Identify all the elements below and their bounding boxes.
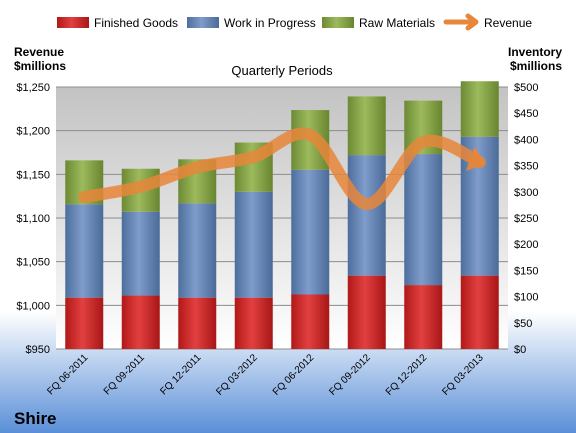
- right-tick-label: $250: [514, 213, 538, 225]
- right-tick-label: $100: [514, 292, 538, 304]
- legend: Finished Goods Work in Progress Raw Mate…: [57, 13, 532, 31]
- legend-item-finished-goods: Finished Goods: [57, 16, 178, 30]
- legend-swatch-work-in-progress: [187, 17, 219, 28]
- right-tick-label: $450: [514, 108, 538, 120]
- bar-work-in-progress: [347, 155, 386, 276]
- left-tick-label: $1,000: [16, 300, 50, 312]
- right-tick-label: $350: [514, 161, 538, 173]
- bar-finished-goods: [460, 275, 499, 349]
- legend-swatch-finished-goods: [57, 17, 89, 28]
- bar-finished-goods: [121, 295, 160, 349]
- right-tick-label: $300: [514, 187, 538, 199]
- left-tick-label: $1,050: [16, 257, 50, 269]
- left-tick-label: $1,250: [16, 82, 50, 94]
- bar-finished-goods: [347, 275, 386, 349]
- legend-label-finished-goods: Finished Goods: [94, 16, 178, 30]
- left-axis-ticks: $950 $1,000 $1,050 $1,100 $1,150 $1,200 $1,250: [16, 82, 50, 356]
- right-tick-label: $50: [514, 318, 532, 330]
- revenue-line: [78, 127, 486, 211]
- legend-item-revenue: Revenue: [443, 13, 532, 31]
- revenue-arrowhead: [465, 146, 486, 172]
- legend-label-revenue: Revenue: [484, 16, 532, 30]
- revenue-line-series: [78, 127, 486, 211]
- bar-raw-materials: [460, 81, 499, 137]
- right-tick-label: $0: [514, 344, 526, 356]
- right-axis-ticks: $0 $50 $100 $150 $200 $250 $300 $350 $400 $450 $50…: [514, 82, 538, 356]
- bar-series: [65, 81, 499, 349]
- left-tick-label: $1,150: [16, 169, 50, 181]
- legend-item-work-in-progress: Work in Progress: [187, 16, 316, 30]
- bar-finished-goods: [65, 297, 104, 349]
- legend-swatch-raw-materials: [322, 17, 354, 28]
- company-name: Shire: [14, 409, 57, 428]
- legend-item-raw-materials: Raw Materials: [322, 16, 435, 30]
- legend-arrow-revenue: [443, 13, 479, 31]
- right-tick-label: $200: [514, 239, 538, 251]
- bar-work-in-progress: [404, 154, 443, 286]
- bar-finished-goods: [234, 297, 273, 349]
- chart-subtitle: Quarterly Periods: [231, 63, 333, 78]
- bar-work-in-progress: [65, 204, 104, 298]
- bar-work-in-progress: [234, 191, 273, 298]
- left-axis-title-line2: $millions: [14, 59, 66, 73]
- right-tick-label: $400: [514, 134, 538, 146]
- right-axis-title-line2: $millions: [510, 59, 562, 73]
- legend-label-work-in-progress: Work in Progress: [224, 16, 316, 30]
- legend-label-raw-materials: Raw Materials: [359, 16, 435, 30]
- bar-finished-goods: [404, 285, 443, 349]
- bar-work-in-progress: [121, 211, 160, 296]
- right-tick-label: $500: [514, 82, 538, 94]
- left-axis-title-line1: Revenue: [14, 45, 64, 59]
- bar-finished-goods: [178, 297, 217, 349]
- bar-finished-goods: [291, 294, 330, 349]
- left-tick-label: $950: [26, 344, 50, 356]
- left-tick-label: $1,100: [16, 213, 50, 225]
- right-axis-title-line1: Inventory: [508, 45, 562, 59]
- bar-work-in-progress: [291, 169, 330, 295]
- left-tick-label: $1,200: [16, 126, 50, 138]
- bar-raw-materials: [347, 96, 386, 156]
- bar-work-in-progress: [178, 203, 217, 298]
- right-tick-label: $150: [514, 265, 538, 277]
